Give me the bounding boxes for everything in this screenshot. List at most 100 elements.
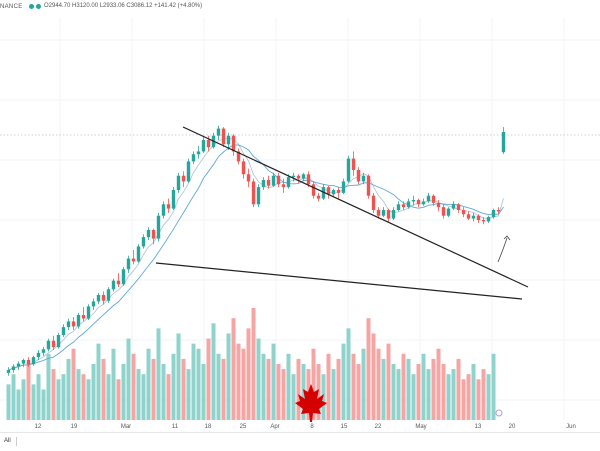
candle-body [96, 295, 101, 302]
candle-body [176, 175, 181, 190]
candle-body [466, 214, 471, 219]
volume-bar [421, 353, 426, 420]
candle-body [361, 175, 366, 182]
volume-bar [221, 358, 226, 420]
x-tick-label: 8 [310, 424, 314, 430]
volume-bar [46, 353, 51, 420]
candle-body [131, 258, 136, 262]
candle-body [266, 180, 271, 186]
volume-bar [61, 374, 66, 420]
volume-bar [456, 358, 461, 420]
range-all-button[interactable]: All [4, 438, 11, 444]
candle-body [386, 210, 391, 219]
volume-bar [41, 389, 46, 420]
volume-bar [166, 374, 171, 420]
volume-bar [36, 374, 41, 420]
range-bar: All [0, 432, 600, 451]
volume-bar [231, 318, 236, 420]
candle-body [501, 131, 506, 153]
volume-bar [86, 379, 91, 420]
volume-bar [311, 348, 316, 420]
candle-body [271, 175, 276, 186]
candle-body [151, 230, 156, 239]
candle-body [171, 190, 176, 209]
volume-bar [31, 384, 36, 420]
x-tick-label: 22 [375, 424, 382, 430]
candle-body [191, 154, 196, 162]
candle-body [156, 215, 161, 239]
candle-body [426, 195, 431, 202]
x-tick-label: 20 [509, 424, 516, 430]
candle-body [16, 363, 21, 367]
candle-body [396, 204, 401, 210]
x-tick-label: 25 [240, 424, 247, 430]
candle-body [316, 195, 321, 199]
volume-bar [361, 348, 366, 420]
x-tick-label: 13 [475, 424, 482, 430]
volume-bar [301, 364, 306, 420]
candle-body [161, 204, 166, 216]
candle-body [21, 360, 26, 364]
volume-bar [431, 358, 436, 420]
volume-bar [56, 379, 61, 420]
candle-body [346, 158, 351, 182]
volume-bar [401, 353, 406, 420]
candle-body [456, 204, 461, 210]
volume-bar [491, 353, 496, 420]
volume-bar [416, 364, 421, 420]
volume-bar [91, 364, 96, 420]
volume-bar [186, 369, 191, 420]
volume-bar [291, 374, 296, 420]
volume-bar [241, 348, 246, 420]
candle-body [11, 366, 16, 370]
x-tick-label: 18 [205, 424, 212, 430]
breakout-arrow [497, 237, 508, 263]
candle-body [101, 295, 106, 301]
volume-bar [281, 369, 286, 420]
volume-bar [316, 364, 321, 420]
candle-body [371, 195, 376, 210]
x-tick-label: 12 [35, 424, 42, 430]
candle-body [186, 161, 191, 182]
candle-body [141, 237, 146, 247]
candle-body [26, 360, 31, 365]
volume-bar [271, 343, 276, 420]
volume-bar [151, 358, 156, 420]
volume-bar [366, 318, 371, 420]
x-tick-label: Mar [121, 424, 131, 430]
chart-legend-header: NANCE O2944.70 H3120.00 L2933.06 C3086.1… [0, 0, 600, 16]
volume-bar [266, 358, 271, 420]
x-tick-label: 11 [172, 424, 179, 430]
candle-body [411, 200, 416, 202]
candle-body [406, 201, 411, 208]
candle-body [486, 217, 491, 222]
candle-body [301, 174, 306, 179]
feed-status-dot [36, 4, 41, 9]
candle-body [261, 180, 266, 188]
candle-body [471, 215, 476, 219]
volume-bar [356, 364, 361, 420]
volume-bar [296, 358, 301, 420]
volume-bar [211, 323, 216, 420]
candle-body [196, 151, 201, 155]
volume-bar [321, 374, 326, 420]
volume-bar [466, 374, 471, 420]
maple-leaf-logo [295, 384, 327, 422]
volume-bar [346, 328, 351, 420]
volume-bar [396, 369, 401, 420]
range-divider [16, 437, 17, 446]
volume-bar [436, 348, 441, 420]
volume-bar [51, 369, 56, 420]
candle-body [56, 335, 61, 348]
candle-body [446, 208, 451, 216]
candle-body [351, 158, 356, 170]
volume-bar [201, 364, 206, 420]
volume-bar [171, 353, 176, 420]
candle-body [236, 151, 241, 162]
volume-bar [11, 374, 16, 420]
price-chart[interactable]: 12 19 Mar 11 18 25 Apr 8 15 22 May 13 20 Jun [0, 0, 600, 432]
ohlc-readout: O2944.70 H3120.00 L2933.06 C3086.12 +141… [44, 3, 203, 9]
x-tick-label: 19 [71, 424, 78, 430]
candle-body [416, 200, 421, 205]
volume-bar [71, 348, 76, 420]
